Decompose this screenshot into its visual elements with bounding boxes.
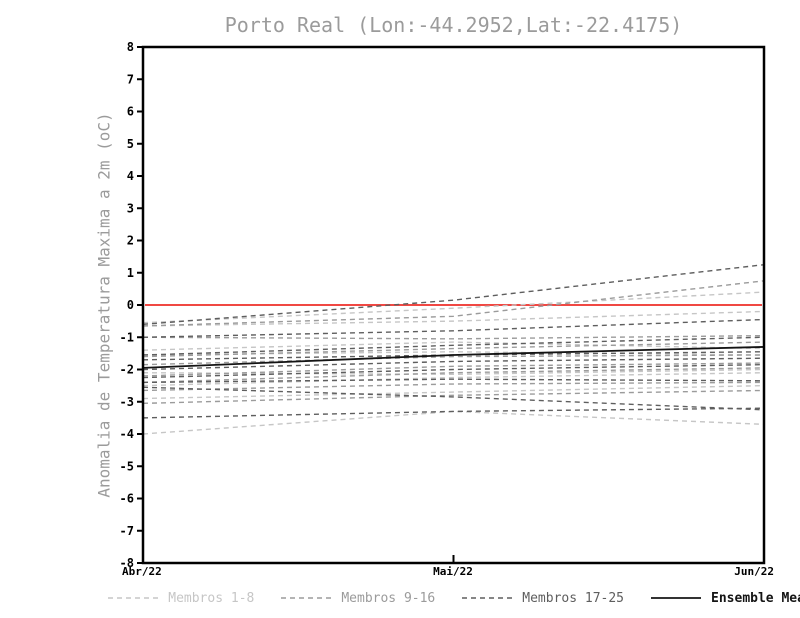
dashed-line-sample-dark — [462, 597, 513, 599]
svg-text:1: 1 — [127, 266, 134, 280]
legend-label: Ensemble Mean — [711, 590, 800, 606]
legend: Membros 1-8 Membros 9-16 Membros 17-25 E… — [108, 588, 800, 608]
svg-text:-6: -6 — [120, 492, 134, 506]
legend-item-membros-9-16: Membros 9-16 — [280, 591, 435, 606]
svg-text:0: 0 — [127, 298, 134, 312]
x-tick-label-abr22: Abr/22 — [122, 565, 162, 578]
svg-text:-7: -7 — [120, 524, 134, 538]
legend-label: Membros 1-8 — [168, 590, 255, 606]
svg-text:-2: -2 — [120, 363, 134, 377]
svg-text:-5: -5 — [120, 459, 134, 473]
svg-text:3: 3 — [127, 201, 134, 215]
svg-text:-3: -3 — [120, 395, 134, 409]
svg-text:-4: -4 — [120, 427, 134, 441]
svg-text:5: 5 — [127, 137, 134, 151]
legend-item-membros-17-25: Membros 17-25 — [461, 591, 624, 606]
dashed-line-sample-light — [108, 597, 159, 599]
svg-text:-8: -8 — [120, 556, 134, 570]
svg-text:4: 4 — [127, 169, 134, 183]
svg-text:7: 7 — [127, 72, 134, 86]
x-tick-label-mai22: Mai/22 — [433, 565, 473, 578]
solid-line-sample-black — [651, 597, 702, 599]
svg-text:2: 2 — [127, 234, 134, 248]
x-tick-label-jun22: Jun/22 — [734, 565, 774, 578]
svg-text:8: 8 — [127, 40, 134, 54]
dashed-line-sample-medium — [281, 597, 332, 599]
chart-title: Porto Real (Lon:-44.2952,Lat:-22.4175) — [224, 13, 683, 37]
svg-text:-1: -1 — [120, 330, 134, 344]
legend-item-membros-1-8: Membros 1-8 — [107, 591, 254, 606]
legend-label: Membros 9-16 — [341, 590, 436, 606]
svg-text:6: 6 — [127, 105, 134, 119]
legend-item-ensemble-mean: Ensemble Mean — [650, 591, 800, 606]
legend-label: Membros 17-25 — [522, 590, 625, 606]
